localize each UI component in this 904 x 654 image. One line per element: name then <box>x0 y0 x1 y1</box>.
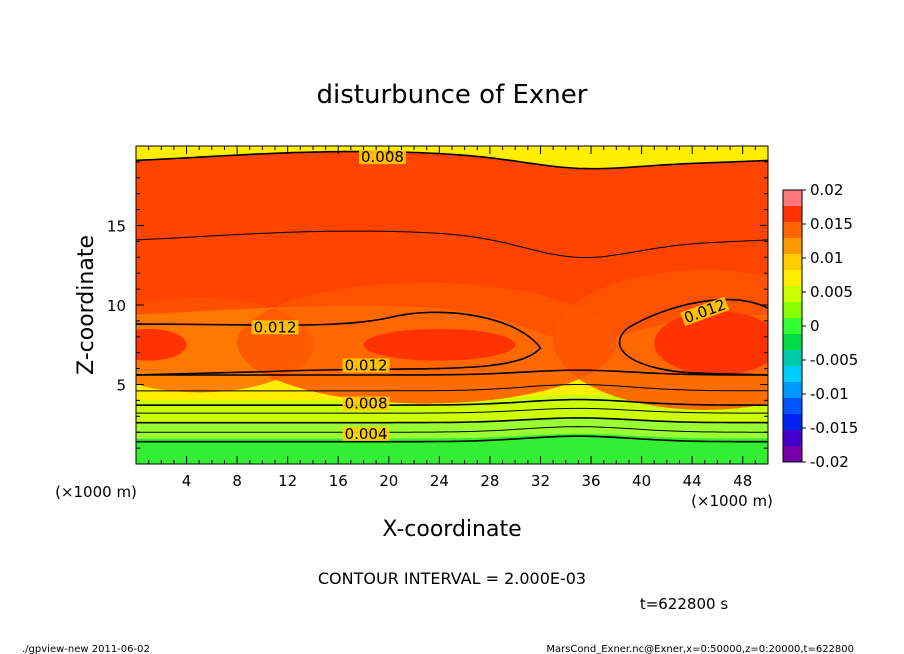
colorbar-swatch-15 <box>783 430 802 447</box>
contour-line-5 <box>136 384 768 392</box>
colorbar-swatch-7 <box>783 302 802 319</box>
contour-line-2 <box>136 417 768 424</box>
contour-label-5: 0.004 <box>345 425 388 443</box>
band-top <box>136 146 768 169</box>
x-tick-label-32: 32 <box>531 472 550 490</box>
contour-line-4 <box>136 398 768 406</box>
footer-right: MarsCond_Exner.nc@Exner,x=0:50000,z=0:20… <box>546 644 854 654</box>
peak-left <box>136 328 187 361</box>
y-tick-label-5: 5 <box>116 377 126 395</box>
x-axis-label: X-coordinate <box>382 517 521 542</box>
colorbar-swatch-8 <box>783 318 802 335</box>
colorbar-swatch-10 <box>783 350 802 367</box>
colorbar-swatch-2 <box>783 222 802 239</box>
contour-line-1 <box>136 426 768 433</box>
x-tick-label-16: 16 <box>329 472 348 490</box>
contour-interval: CONTOUR INTERVAL = 2.000E-03 <box>318 569 586 588</box>
colorbar-swatch-5 <box>783 270 802 287</box>
peak-center <box>363 328 516 361</box>
x-tick-label-4: 4 <box>182 472 192 490</box>
colorbar-label-4: 0 <box>810 317 820 335</box>
colorbar-swatch-9 <box>783 334 802 351</box>
x-axis-unit-left: (×1000 m) <box>55 483 137 501</box>
y-axis-label: Z-coordinate <box>74 235 99 375</box>
contour-line-7 <box>136 230 768 258</box>
colorbar-swatch-13 <box>783 398 802 415</box>
y-tick-label-10: 10 <box>107 297 126 315</box>
y-tick-label-15: 15 <box>107 218 126 236</box>
contour-fill <box>136 146 768 464</box>
contour-label-4: 0.008 <box>345 395 388 413</box>
peak-right <box>654 311 768 375</box>
colorbar-swatch-16 <box>783 446 802 463</box>
colorbar-label-7: -0.015 <box>810 419 858 437</box>
colorbar-label-5: -0.005 <box>810 351 858 369</box>
contour-line-0 <box>136 435 768 443</box>
x-tick-label-8: 8 <box>232 472 242 490</box>
chart-title: disturbunce of Exner <box>317 80 588 110</box>
colorbar-label-6: -0.01 <box>810 385 849 403</box>
colorbar: 0.02 0.015 0.01 0.005 0 -0.005 -0.01 -0.015 -0.0… <box>782 181 858 471</box>
colorbar-swatch-6 <box>783 286 802 303</box>
colorbar-swatch-0 <box>783 190 802 207</box>
x-tick-label-36: 36 <box>581 472 600 490</box>
colorbar-swatch-3 <box>783 238 802 255</box>
contour-lines <box>136 150 768 443</box>
x-axis: 4 8 12 16 20 24 28 32 36 40 44 48 <box>135 146 769 490</box>
contour-line-3 <box>136 407 768 414</box>
colorbar-label-3: 0.005 <box>810 283 853 301</box>
contour-label-1: 0.012 <box>254 318 297 336</box>
footer-left: ./gpview-new 2011-06-02 <box>22 644 150 654</box>
colorbar-swatch-12 <box>783 382 802 399</box>
y-axis: 5 10 15 <box>107 145 768 465</box>
colorbar-swatch-14 <box>783 414 802 431</box>
contour-line-6 <box>136 369 768 376</box>
x-tick-label-24: 24 <box>430 472 449 490</box>
x-tick-label-44: 44 <box>683 472 702 490</box>
x-tick-label-48: 48 <box>733 472 752 490</box>
contour-label-0: 0.008 <box>361 148 404 166</box>
contour-line-8 <box>136 150 768 170</box>
colorbar-label-0: 0.02 <box>810 181 843 199</box>
x-tick-label-20: 20 <box>379 472 398 490</box>
x-tick-label-28: 28 <box>480 472 499 490</box>
x-tick-label-12: 12 <box>278 472 297 490</box>
x-tick-label-40: 40 <box>632 472 651 490</box>
colorbar-label-1: 0.015 <box>810 215 853 233</box>
time-label: t=622800 s <box>640 595 728 613</box>
contour-label-2: 0.012 <box>345 356 388 374</box>
colorbar-label-2: 0.01 <box>810 249 843 267</box>
x-axis-unit-right: (×1000 m) <box>691 492 773 510</box>
colorbar-swatch-1 <box>783 206 802 223</box>
colorbar-swatch-11 <box>783 366 802 383</box>
colorbar-label-8: -0.02 <box>810 453 849 471</box>
contour-0.012-right <box>618 298 768 376</box>
colorbar-swatch-4 <box>783 254 802 271</box>
